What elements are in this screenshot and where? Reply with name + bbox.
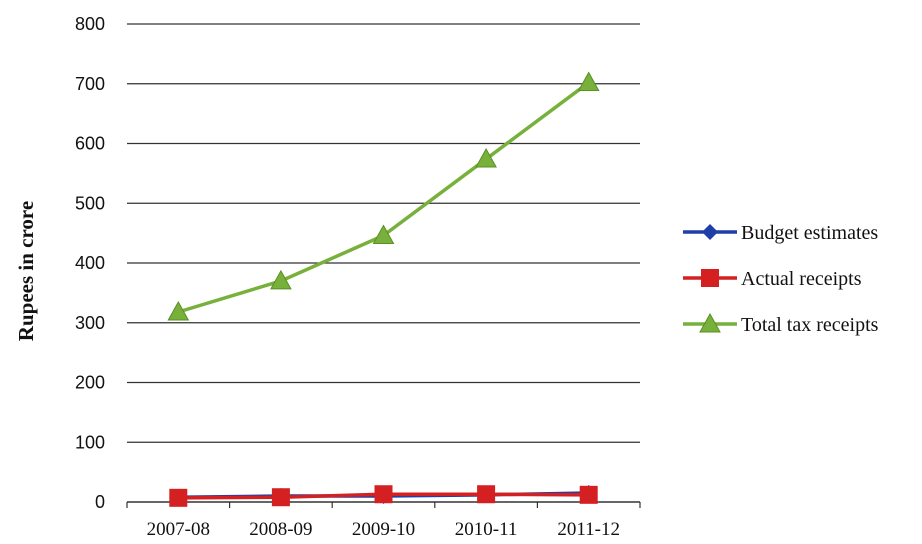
series-actual-receipts [169,485,598,507]
series-total-tax-receipts [167,71,600,321]
y-axis-ticks: 0 100 200 300 400 500 600 700 800 [75,14,105,512]
gridlines [127,23,640,443]
series-line [177,81,590,314]
x-tick-label: 2008-09 [249,519,312,540]
data-point [271,488,290,507]
data-point [577,71,600,92]
y-tick-label: 300 [75,313,105,333]
y-tick-label: 800 [75,14,105,34]
legend-label: Actual receipts [741,268,862,290]
y-tick-label: 0 [95,492,105,512]
y-tick-label: 200 [75,373,105,393]
y-axis-label: Rupees in crore [14,201,38,341]
legend-label: Total tax receipts [741,314,879,336]
legend-marker [701,269,719,287]
legend-item: Total tax receipts [683,312,879,336]
y-tick-label: 400 [75,253,105,273]
legend-label: Budget estimates [741,222,878,244]
data-point [169,488,188,507]
x-tick-label: 2010-11 [455,519,518,540]
x-tick-label: 2011-12 [557,519,620,540]
legend: Budget estimates Actual receipts Total tax… [683,222,879,336]
x-axis-ticks: 2007-08 2008-09 2009-10 2010-11 2011-12 [126,502,641,540]
series-group [167,71,600,507]
data-point [270,269,292,290]
data-point [579,485,598,504]
legend-marker [699,312,721,333]
x-tick-label: 2009-10 [352,519,415,540]
data-point [167,300,190,321]
y-tick-label: 600 [75,134,105,154]
legend-item: Actual receipts [683,268,862,290]
y-tick-label: 500 [75,193,105,213]
y-tick-label: 100 [75,432,105,452]
data-point [475,148,497,168]
y-tick-label: 700 [75,74,105,94]
data-point [374,485,393,504]
data-point [477,485,496,504]
legend-marker [702,224,718,240]
data-point [372,224,395,245]
x-tick-label: 2007-08 [147,519,210,540]
legend-item: Budget estimates [683,222,878,244]
